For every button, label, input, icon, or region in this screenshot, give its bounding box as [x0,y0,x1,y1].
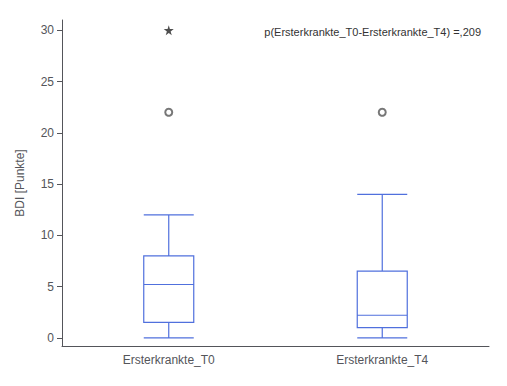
svg-text:Ersterkrankte_T0: Ersterkrankte_T0 [123,353,215,367]
svg-text:5: 5 [47,280,54,294]
svg-text:p(Ersterkrankte_T0-Ersterkrank: p(Ersterkrankte_T0-Ersterkrankte_T4) =,2… [264,26,481,38]
svg-text:Ersterkrankte_T4: Ersterkrankte_T4 [336,353,428,367]
svg-text:0: 0 [47,331,54,345]
svg-text:30: 30 [41,23,55,37]
svg-text:25: 25 [41,75,55,89]
svg-text:20: 20 [41,126,55,140]
svg-text:10: 10 [41,228,55,242]
svg-text:15: 15 [41,177,55,191]
svg-text:BDI [Punkte]: BDI [Punkte] [13,149,27,216]
